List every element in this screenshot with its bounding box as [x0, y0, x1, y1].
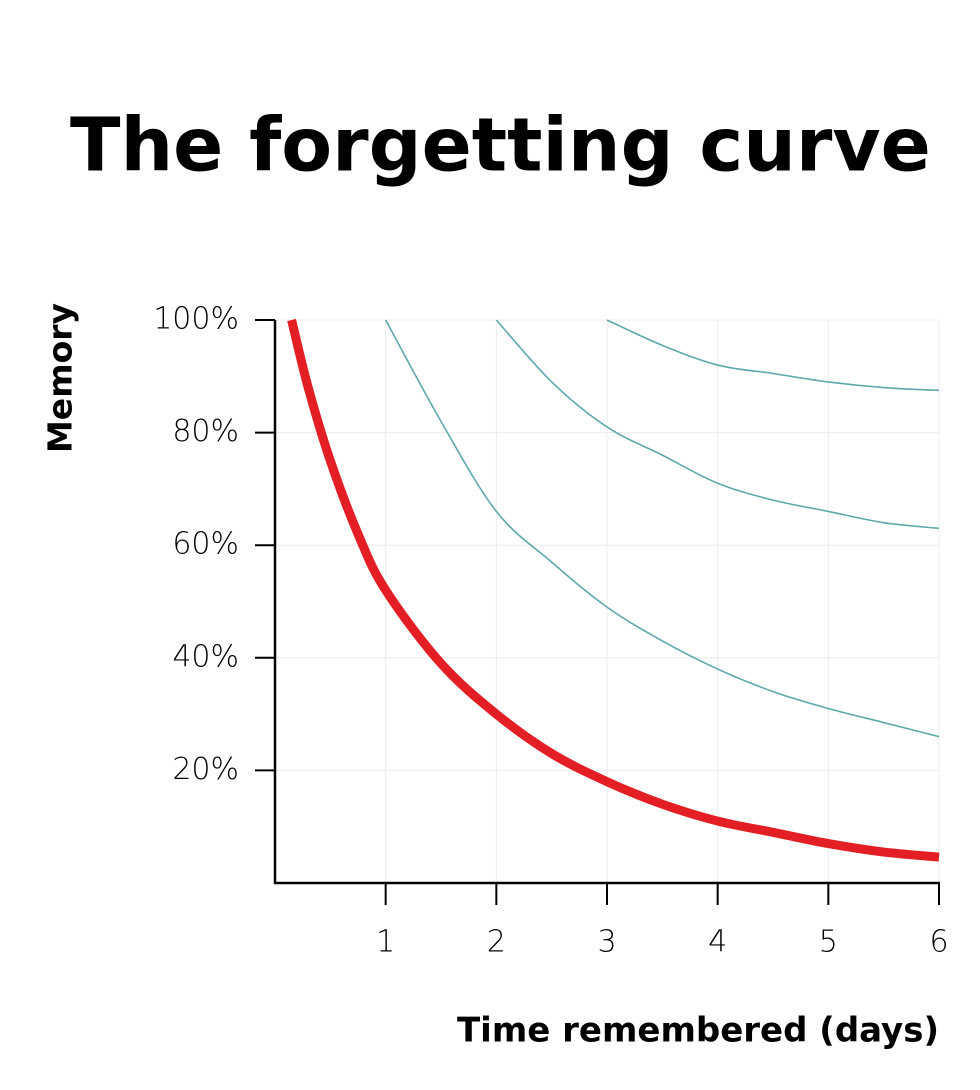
x-tick-label: 2	[487, 925, 506, 960]
x-axis-label: Time remembered (days)	[457, 1011, 939, 1051]
x-tick-label: 5	[819, 925, 838, 960]
y-tick-label: 40%	[172, 639, 239, 674]
x-tick-label: 3	[597, 925, 616, 960]
y-tick-label: 60%	[172, 527, 239, 562]
y-tick-label: 100%	[153, 302, 239, 337]
y-tick-label: 80%	[172, 414, 239, 449]
x-tick-label: 4	[708, 925, 727, 960]
curve	[495, 319, 940, 530]
curve	[384, 319, 940, 738]
y-tick-label: 20%	[172, 752, 239, 787]
chart-title: The forgetting curve	[70, 103, 931, 189]
y-axis-label: Memory	[41, 303, 80, 453]
curve	[606, 319, 940, 392]
curve	[287, 318, 940, 862]
x-tick-label: 1	[376, 925, 395, 960]
x-tick-label: 6	[929, 925, 948, 960]
